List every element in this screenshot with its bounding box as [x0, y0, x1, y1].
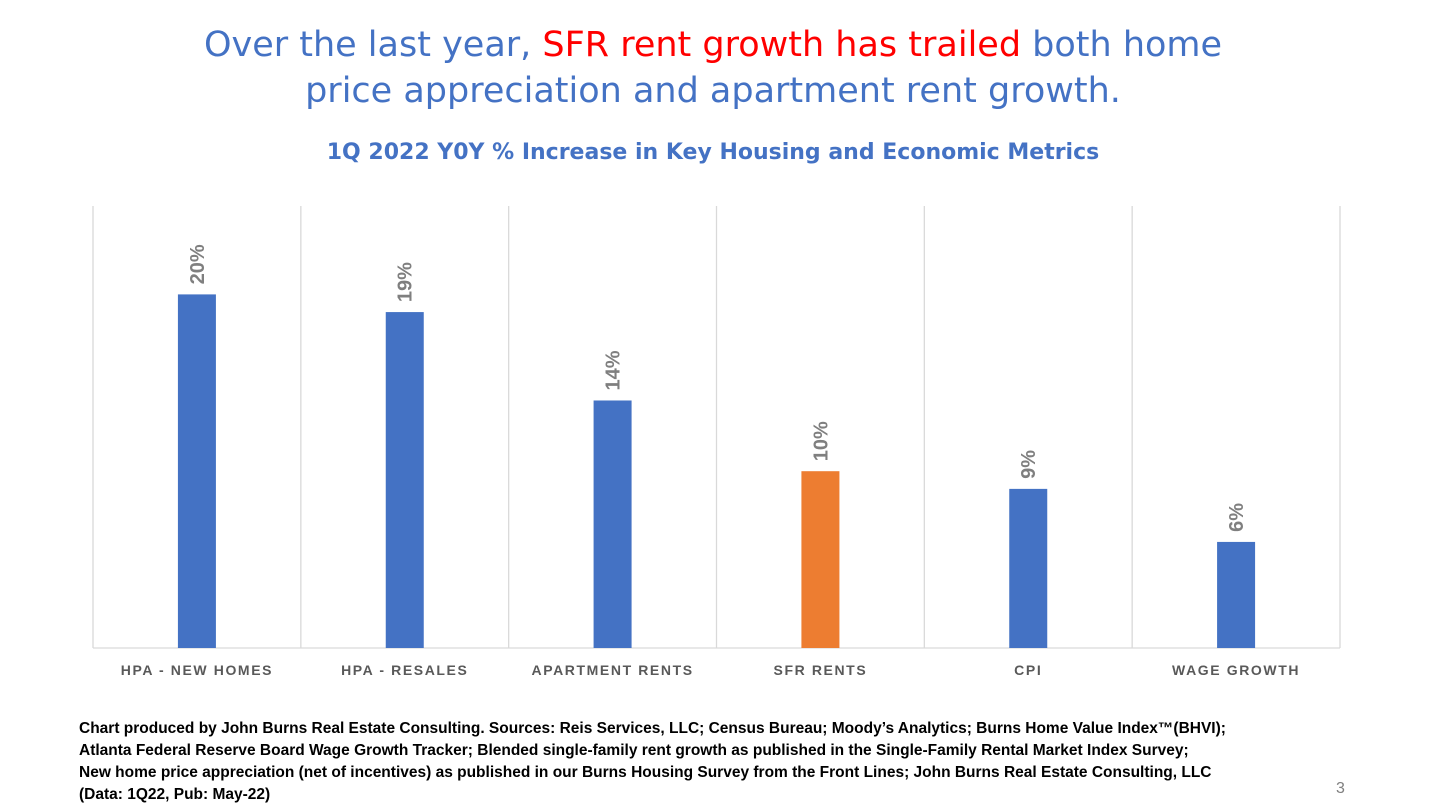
source-note: Chart produced by John Burns Real Estate… [79, 718, 1279, 806]
x-tick-label: HPA - RESALES [341, 662, 468, 678]
x-tick-label: WAGE GROWTH [1172, 662, 1300, 678]
data-label: 9% [1018, 450, 1040, 479]
data-label: 14% [603, 350, 625, 390]
x-tick-label: APARTMENT RENTS [531, 662, 693, 678]
bar [593, 400, 632, 648]
x-tick-label: HPA - NEW HOMES [121, 662, 273, 678]
bar [1217, 541, 1256, 648]
data-label: 6% [1226, 503, 1248, 532]
x-tick-label: CPI [1014, 662, 1042, 678]
bar [177, 294, 216, 648]
headline-part-2: both home [1021, 25, 1223, 65]
headline-line-2: price appreciation and apartment rent gr… [305, 71, 1121, 111]
bar [801, 471, 840, 648]
source-line: Atlanta Federal Reserve Board Wage Growt… [79, 742, 1189, 759]
source-line: Chart produced by John Burns Real Estate… [79, 720, 1226, 737]
headline-line-1: Over the last year, SFR rent growth has … [0, 22, 1426, 68]
chart-title: 1Q 2022 Y0Y % Increase in Key Housing an… [326, 140, 1100, 165]
headline-part-1: Over the last year, [203, 25, 543, 65]
bar [1009, 488, 1048, 648]
x-tick-label: SFR RENTS [774, 662, 868, 678]
data-label: 19% [395, 262, 417, 302]
data-label: 10% [810, 421, 832, 461]
data-label: 20% [187, 244, 209, 284]
bar [385, 312, 424, 648]
bar-chart: 20% HPA - NEW HOMES 19% HPA - RESALES 14% APA… [92, 206, 1341, 678]
source-line: (Data: 1Q22, Pub: May-22) [79, 786, 271, 803]
page-number: 3 [1336, 780, 1345, 797]
slide-headline: Over the last year, SFR rent growth has … [0, 22, 1426, 114]
source-line: New home price appreciation (net of ince… [79, 764, 1212, 781]
headline-highlight: SFR rent growth has trailed [542, 25, 1022, 65]
